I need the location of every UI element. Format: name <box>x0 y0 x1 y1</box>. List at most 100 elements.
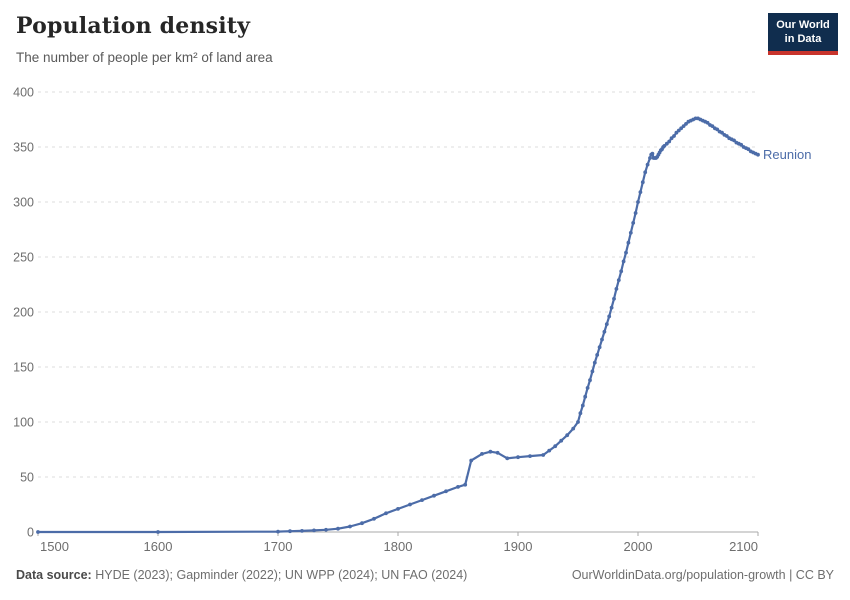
series-label-reunion[interactable]: Reunion <box>763 146 812 162</box>
data-point[interactable] <box>384 511 388 516</box>
data-point[interactable] <box>628 230 633 235</box>
footer-link[interactable]: OurWorldinData.org/population-growth | C… <box>571 568 834 582</box>
data-point[interactable] <box>674 130 679 135</box>
data-point[interactable] <box>348 524 352 529</box>
data-point[interactable] <box>612 296 616 301</box>
data-source[interactable]: Data source: HYDE (2023); Gapminder (202… <box>16 568 467 582</box>
data-point[interactable] <box>648 156 652 160</box>
data-point[interactable] <box>571 426 576 431</box>
series-line-reunion[interactable] <box>36 117 760 534</box>
data-point[interactable] <box>609 305 614 310</box>
data-point[interactable] <box>595 353 600 357</box>
y-axis-label-0: 0 <box>27 526 34 540</box>
data-point[interactable] <box>667 139 672 144</box>
data-point[interactable] <box>710 124 715 128</box>
data-point[interactable] <box>724 134 729 138</box>
data-point[interactable] <box>396 507 400 511</box>
y-axis-label-250: 250 <box>13 251 34 265</box>
page-subtitle: The number of people per km² of land are… <box>16 50 273 65</box>
data-point[interactable] <box>705 120 710 125</box>
data-point[interactable] <box>679 126 684 131</box>
data-point[interactable] <box>36 530 40 534</box>
data-point[interactable] <box>288 529 292 534</box>
data-point[interactable] <box>645 162 650 167</box>
data-point[interactable] <box>580 403 585 408</box>
data-point[interactable] <box>300 529 304 533</box>
data-point[interactable] <box>631 221 636 225</box>
data-point[interactable] <box>488 449 493 454</box>
data-source-text: HYDE (2023); Gapminder (2022); UN WPP (2… <box>91 568 468 582</box>
data-point[interactable] <box>746 147 751 152</box>
data-point[interactable] <box>602 329 607 334</box>
data-point[interactable] <box>592 360 597 365</box>
data-point[interactable] <box>420 498 424 502</box>
data-point[interactable] <box>553 444 558 449</box>
data-point[interactable] <box>463 482 468 487</box>
data-point[interactable] <box>624 250 628 255</box>
data-point[interactable] <box>583 394 588 399</box>
data-point[interactable] <box>715 127 720 132</box>
data-point[interactable] <box>444 489 448 494</box>
data-point[interactable] <box>480 452 484 456</box>
y-axis-label-400: 400 <box>13 86 34 100</box>
data-point[interactable] <box>662 144 667 148</box>
data-point[interactable] <box>633 211 638 215</box>
data-point[interactable] <box>626 240 631 245</box>
data-point[interactable] <box>516 455 520 460</box>
data-point[interactable] <box>643 170 648 175</box>
data-point[interactable] <box>664 141 669 146</box>
data-point[interactable] <box>739 142 744 147</box>
data-point[interactable] <box>588 378 592 383</box>
data-point[interactable] <box>600 337 604 342</box>
data-point[interactable] <box>360 521 364 526</box>
data-point[interactable] <box>619 269 624 274</box>
data-point[interactable] <box>432 493 436 498</box>
data-point[interactable] <box>276 529 280 534</box>
data-point[interactable] <box>756 152 760 157</box>
y-axis-label-100: 100 <box>13 416 34 430</box>
data-point[interactable] <box>469 458 474 463</box>
data-point[interactable] <box>638 190 643 195</box>
x-axis-label-1500: 1500 <box>40 539 69 554</box>
data-point[interactable] <box>676 128 681 133</box>
data-point[interactable] <box>681 124 686 128</box>
data-point[interactable] <box>672 134 676 138</box>
data-point[interactable] <box>684 122 688 126</box>
data-point[interactable] <box>456 485 460 489</box>
data-point[interactable] <box>578 411 583 416</box>
data-point[interactable] <box>590 369 595 374</box>
data-point[interactable] <box>604 322 609 326</box>
data-point[interactable] <box>669 136 674 141</box>
data-point[interactable] <box>547 448 552 453</box>
data-point[interactable] <box>640 180 645 185</box>
data-point[interactable] <box>607 314 612 319</box>
x-axis-label-1600: 1600 <box>144 539 173 554</box>
data-point[interactable] <box>597 345 602 350</box>
data-point[interactable] <box>732 138 736 143</box>
data-point[interactable] <box>720 130 724 135</box>
data-point[interactable] <box>312 528 316 533</box>
data-point[interactable] <box>156 530 160 534</box>
data-point[interactable] <box>408 502 412 507</box>
data-point[interactable] <box>614 287 619 291</box>
owid-logo[interactable]: Our World in Data <box>768 13 838 55</box>
data-point[interactable] <box>541 453 546 457</box>
data-point[interactable] <box>505 456 510 461</box>
data-point[interactable] <box>565 433 570 438</box>
x-axis-label-2000: 2000 <box>624 539 653 554</box>
data-point[interactable] <box>372 516 376 521</box>
data-point[interactable] <box>650 151 655 156</box>
data-point[interactable] <box>336 526 340 531</box>
data-point[interactable] <box>585 386 590 390</box>
data-point[interactable] <box>495 450 500 455</box>
data-point[interactable] <box>621 259 626 264</box>
data-point[interactable] <box>324 527 328 532</box>
data-point[interactable] <box>528 454 532 458</box>
x-axis-label-1800: 1800 <box>384 539 413 554</box>
data-point[interactable] <box>576 420 580 424</box>
data-point[interactable] <box>636 200 640 204</box>
data-point[interactable] <box>559 438 564 443</box>
data-point[interactable] <box>616 278 621 282</box>
x-axis-label-1700: 1700 <box>264 539 293 554</box>
